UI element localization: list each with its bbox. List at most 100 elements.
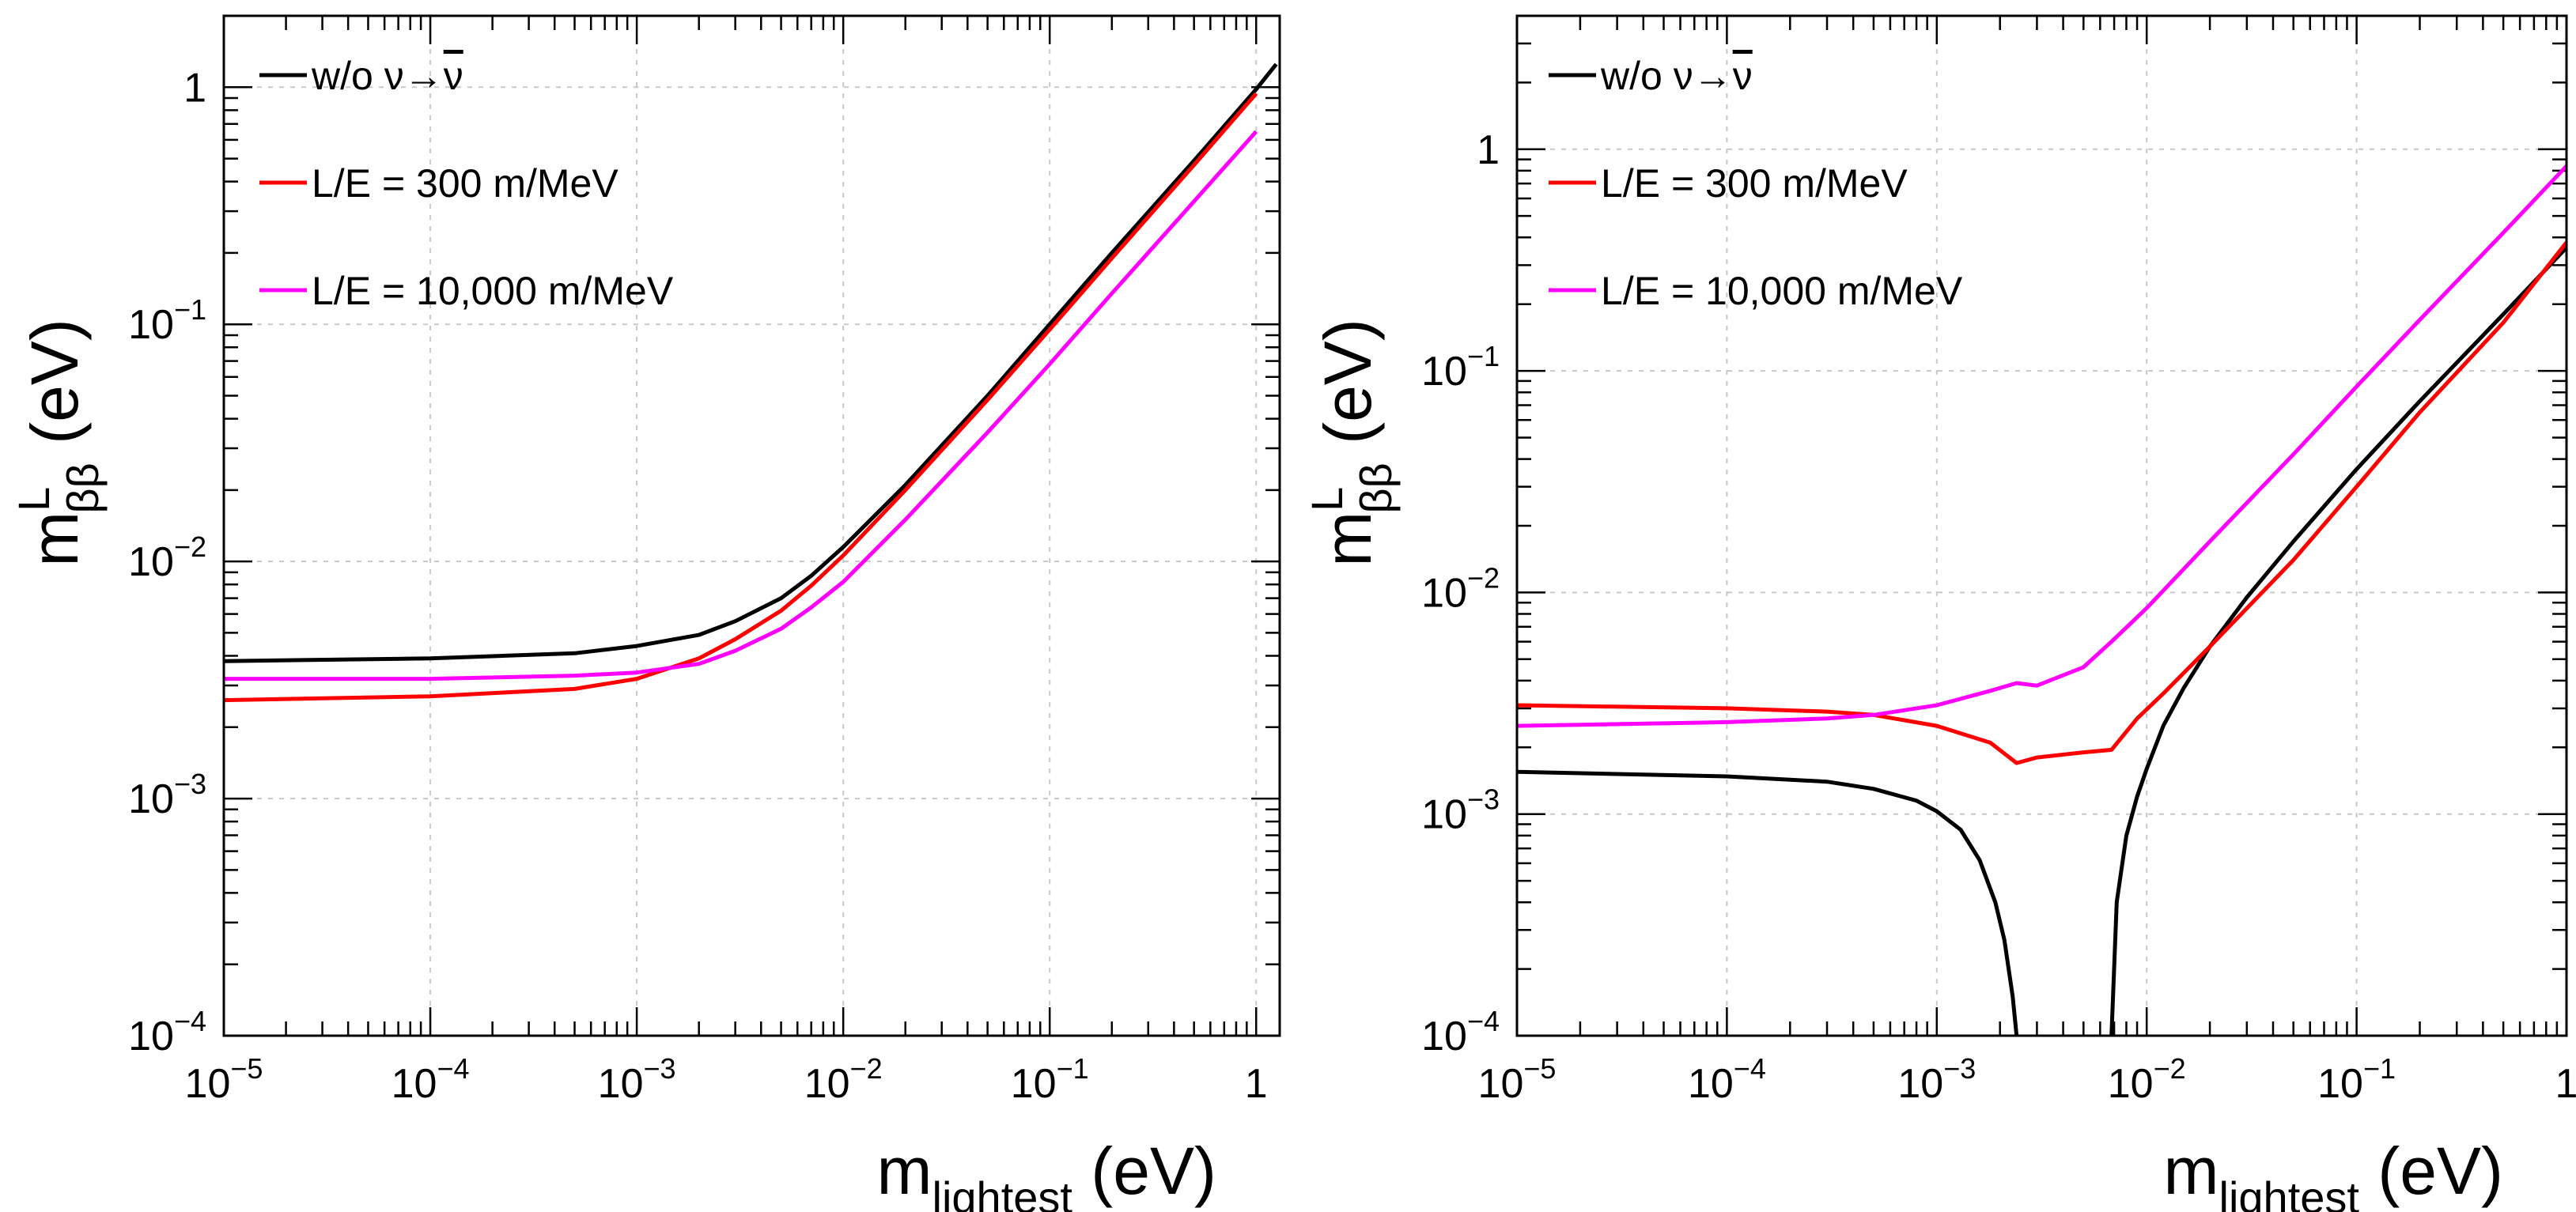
series-line-l-e-10-000-m-mev [224,130,1258,682]
x-axis-title: mlightest (eV) [877,1134,1216,1212]
x-tick-base: 10 [1478,1061,1524,1107]
series-line-w-o-branch-1- [1517,769,2019,1036]
x-tick-label: 1 [1245,1061,1268,1107]
legend-label-part: w/o ν→ [1600,54,1733,98]
y-tick-label: 10−2 [128,530,206,585]
x-tick-base: 10 [2108,1061,2154,1107]
x-axis-unit: (eV) [2359,1134,2503,1208]
y-axis-title: mLββ (eV) [1302,319,1401,567]
legend-label-part: ν [1733,54,1753,98]
y-tick-base: 10 [1421,349,1467,395]
legend-label: w/o ν→ν [311,54,463,98]
grid [1517,16,2567,1036]
plot-frame [222,14,1281,1037]
y-tick-label: 1 [1477,127,1500,173]
x-tick-exp: −5 [230,1052,263,1085]
x-tick-exp: −4 [437,1052,469,1085]
y-tick-base: 10 [1421,570,1467,616]
x-tick-base: 10 [1897,1061,1943,1107]
y-tick-exp: −3 [174,768,206,800]
x-tick-base: 10 [2317,1061,2363,1107]
x-axis-title: mlightest (eV) [2164,1134,2503,1212]
y-tick-base: 10 [128,302,174,348]
series-lines [224,62,1278,703]
y-tick-label: 10−2 [1421,561,1500,616]
y-axis-sup: L [9,487,59,512]
x-axis-unit: (eV) [1072,1134,1216,1208]
y-tick-exp: −1 [1467,340,1500,372]
x-tick-label: 10−1 [2317,1052,2396,1107]
x-tick-base: 10 [598,1061,644,1107]
x-tick-label: 10−4 [392,1052,470,1107]
y-axis-sup: L [1302,487,1352,512]
x-tick-base: 10 [185,1061,231,1107]
y-tick-label: 10−3 [1421,783,1500,838]
x-tick-label: 10−5 [185,1052,263,1107]
x-tick-label: 10−1 [1011,1052,1089,1107]
right-panel: 10−5 10−4 10−3 10−2 10−1 110−410−310−210−11w/… [1302,14,2576,1212]
legend-label: L/E = 300 m/MeV [1601,161,1908,206]
y-tick-label: 10−1 [1421,340,1500,395]
legend-label-part: w/o ν→ [311,54,444,98]
y-axis-sub: ββ [58,463,108,513]
x-tick-base: 10 [392,1061,437,1107]
x-tick-exp: −5 [1523,1052,1556,1085]
series-line-l-e-10-000-m-mev [1517,164,2567,728]
x-axis-sub: lightest [932,1172,1073,1212]
x-tick-label: 10−3 [1897,1052,1976,1107]
x-tick-label: 10−4 [1688,1052,1766,1107]
legend-label: L/E = 300 m/MeV [312,161,618,206]
x-tick-exp: −4 [1734,1052,1766,1085]
grid [224,16,1280,1036]
x-tick-label: 10−3 [598,1052,676,1107]
x-tick-label: 10−2 [804,1052,883,1107]
plot-frame [1515,14,2568,1037]
series-line-w-o- [224,62,1278,663]
y-axis-main: m [1311,512,1385,567]
legend-label-part: ν [444,54,463,98]
y-tick-base: 10 [1421,1014,1467,1059]
y-tick-exp: −2 [174,530,206,563]
legend: w/o ν→ν L/E = 300 m/MeV L/E = 10,000 m/MeV [259,54,674,313]
y-tick-exp: −3 [1467,783,1500,816]
series-line-l-e-300-m-mev [224,92,1258,703]
legend-label-part: L/E = 300 m/MeV [1601,161,1908,206]
y-tick-exp: −1 [174,293,206,326]
x-tick-base: 10 [1011,1061,1057,1107]
y-tick-label: 10−4 [1421,1005,1500,1059]
x-tick-label: 10−5 [1478,1052,1557,1107]
y-axis-main: m [17,512,92,567]
x-tick-exp: −1 [1057,1052,1089,1085]
x-tick-base: 1 [2555,1061,2576,1107]
y-axis-unit: (eV) [17,319,92,463]
x-tick-exp: −3 [1943,1052,1976,1085]
legend-label-part: L/E = 300 m/MeV [312,161,618,206]
x-tick-base: 1 [1245,1061,1268,1107]
y-tick-label: 10−1 [128,293,206,348]
legend-label-part: L/E = 10,000 m/MeV [312,269,674,313]
y-axis-title: mLββ (eV) [9,319,108,567]
x-tick-base: 10 [804,1061,850,1107]
y-tick-label: 10−3 [128,768,206,822]
legend: w/o ν→ν L/E = 300 m/MeV L/E = 10,000 m/MeV [1549,54,1963,313]
y-tick-exp: −4 [174,1005,206,1037]
series-line-w-o-branch-2- [2109,246,2567,1036]
x-tick-base: 10 [1688,1061,1734,1107]
left-panel: 10−5 10−4 10−3 10−2 10−1 110−410−310−210−11 w/… [9,14,1281,1212]
legend-label: w/o ν→ν [1600,54,1753,98]
series-lines [1517,164,2567,1036]
legend-label-part: L/E = 10,000 m/MeV [1601,269,1963,313]
x-axis-sub: lightest [2219,1172,2360,1212]
y-tick-base: 10 [128,776,174,822]
y-tick-base: 10 [128,539,174,585]
y-axis-unit: (eV) [1311,319,1385,463]
y-tick-base: 1 [1477,127,1500,173]
x-tick-exp: −3 [644,1052,676,1085]
y-tick-label: 1 [183,65,206,111]
x-tick-exp: −2 [2154,1052,2186,1085]
y-axis-sub: ββ [1351,463,1401,513]
x-tick-label: 10−2 [2108,1052,2186,1107]
y-tick-base: 10 [128,1014,174,1059]
y-tick-base: 10 [1421,792,1467,838]
